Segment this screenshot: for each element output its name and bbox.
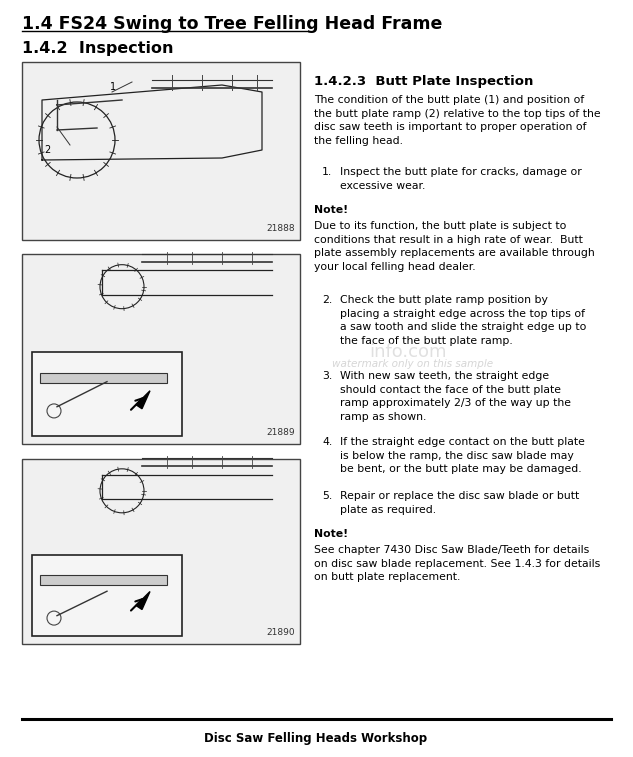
Text: 21888: 21888	[266, 224, 295, 233]
Text: 1.4.2  Inspection: 1.4.2 Inspection	[22, 41, 173, 56]
Bar	[32, 555, 182, 636]
Text: 21889: 21889	[266, 428, 295, 437]
Text: 21890: 21890	[266, 628, 295, 637]
Bar	[22, 254, 300, 444]
Text: See chapter 7430 Disc Saw Blade/Teeth for details
on disc saw blade replacement.: See chapter 7430 Disc Saw Blade/Teeth fo…	[314, 545, 600, 582]
Text: Note!: Note!	[314, 529, 348, 539]
Bar	[22, 459, 300, 644]
Text: 2.: 2.	[322, 295, 332, 305]
Text: With new saw teeth, the straight edge
should contact the face of the butt plate
: With new saw teeth, the straight edge sh…	[340, 371, 571, 422]
Text: Note!: Note!	[314, 205, 348, 215]
Text: Due to its function, the butt plate is subject to
conditions that result in a hi: Due to its function, the butt plate is s…	[314, 221, 595, 272]
Polygon shape	[136, 591, 150, 609]
Text: 5.: 5.	[322, 491, 332, 501]
Polygon shape	[136, 391, 150, 409]
Text: Disc Saw Felling Heads Workshop: Disc Saw Felling Heads Workshop	[204, 732, 427, 745]
Text: 4.: 4.	[322, 437, 332, 447]
Text: Inspect the butt plate for cracks, damage or
excessive wear.: Inspect the butt plate for cracks, damag…	[340, 167, 582, 191]
Bar	[22, 62, 300, 240]
Text: Repair or replace the disc saw blade or butt
plate as required.: Repair or replace the disc saw blade or …	[340, 491, 579, 515]
Text: Check the butt plate ramp position by
placing a straight edge across the top tip: Check the butt plate ramp position by pl…	[340, 295, 586, 346]
Text: 3.: 3.	[322, 371, 332, 381]
Text: 2: 2	[44, 145, 50, 155]
Text: If the straight edge contact on the butt plate
is below the ramp, the disc saw b: If the straight edge contact on the butt…	[340, 437, 585, 474]
Text: info.com: info.com	[369, 343, 446, 361]
Bar	[40, 575, 167, 585]
Bar	[32, 353, 182, 436]
Text: 1: 1	[110, 82, 116, 92]
Text: 1.4 FS24 Swing to Tree Felling Head Frame: 1.4 FS24 Swing to Tree Felling Head Fram…	[22, 15, 442, 33]
Bar	[40, 373, 167, 384]
Text: 1.4.2.3  Butt Plate Inspection: 1.4.2.3 Butt Plate Inspection	[314, 75, 534, 88]
Text: 1.: 1.	[322, 167, 332, 177]
Text: The condition of the butt plate (1) and position of
the butt plate ramp (2) rela: The condition of the butt plate (1) and …	[314, 95, 601, 146]
Text: watermark only on this sample: watermark only on this sample	[332, 359, 493, 369]
